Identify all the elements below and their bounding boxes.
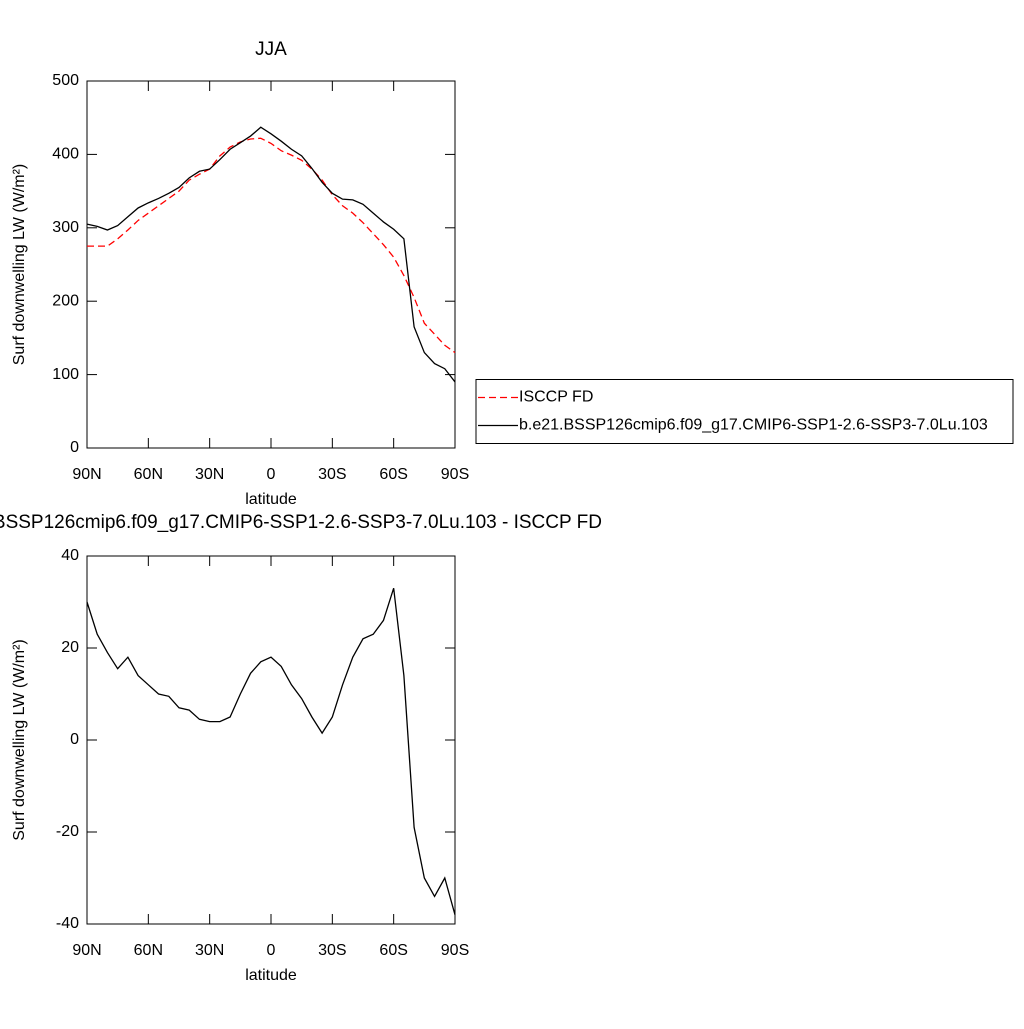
x-tick-label: 30S: [318, 466, 346, 483]
legend-label: b.e21.BSSP126cmip6.f09_g17.CMIP6-SSP1-2.…: [519, 417, 988, 434]
x-tick-label: 90N: [72, 942, 101, 959]
x-axis-label: latitude: [245, 491, 297, 508]
plot-frame: [86, 555, 456, 925]
x-tick-label: 90S: [441, 942, 469, 959]
x-tick-label: 0: [267, 466, 276, 483]
y-tick-label: 400: [52, 146, 79, 163]
y-tick-label: -40: [56, 915, 79, 932]
x-tick-label: 30S: [318, 942, 346, 959]
y-tick-label: 40: [61, 547, 79, 564]
x-tick-label: 90N: [72, 466, 101, 483]
y-tick-label: -20: [56, 823, 79, 840]
chart-title: b.e21.BSSP126cmip6.f09_g17.CMIP6-SSP1-2.…: [0, 512, 602, 533]
x-tick-label: 60N: [134, 466, 163, 483]
x-tick-label: 60N: [134, 942, 163, 959]
data-line: [86, 588, 456, 915]
x-tick-label: 90S: [441, 466, 469, 483]
x-tick-label: 30N: [195, 466, 224, 483]
y-tick-label: 0: [70, 731, 79, 748]
x-tick-label: 60S: [379, 466, 407, 483]
x-tick-label: 60S: [379, 942, 407, 959]
y-tick-label: 300: [52, 219, 79, 236]
x-tick-label: 30N: [195, 942, 224, 959]
x-tick-label: 0: [267, 942, 276, 959]
x-axis-label: latitude: [245, 967, 297, 984]
y-tick-label: 200: [52, 292, 79, 309]
chart-title: JJA: [255, 39, 287, 60]
y-axis-label: Surf downwelling LW (W/m²): [11, 639, 28, 841]
y-tick-label: 0: [70, 439, 79, 456]
y-tick-label: 100: [52, 366, 79, 383]
data-line: [86, 126, 456, 383]
plot-frame: [86, 80, 456, 449]
y-tick-label: 500: [52, 72, 79, 89]
data-line: [87, 137, 456, 354]
legend-label: ISCCP FD: [519, 389, 593, 406]
legend-frame: [475, 379, 1014, 444]
y-axis-label: Surf downwelling LW (W/m²): [11, 164, 28, 366]
y-tick-label: 20: [61, 639, 79, 656]
legend: ISCCP FD b.e21.BSSP126cmip6.f09_g17.CMIP6…: [475, 379, 1014, 444]
